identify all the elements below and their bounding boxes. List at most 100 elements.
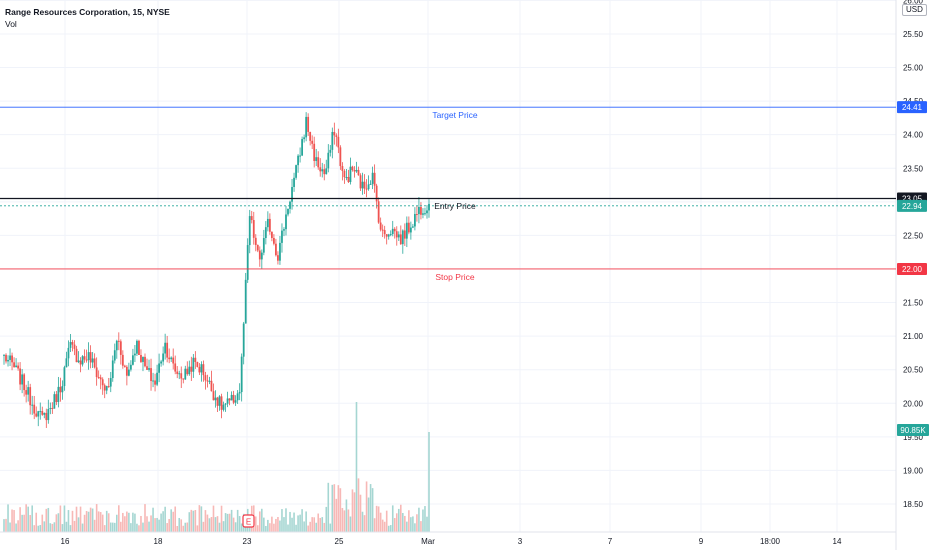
volume-bar <box>383 521 386 532</box>
candle-body <box>158 363 160 373</box>
volume-bar <box>285 508 287 532</box>
candle-body <box>101 379 104 386</box>
candle-body <box>127 369 130 376</box>
volume-bar <box>269 523 271 532</box>
candle-body <box>349 166 352 183</box>
y-tick-label: 20.50 <box>903 366 924 375</box>
x-tick-label: 14 <box>833 537 842 546</box>
volume-bar <box>132 512 134 532</box>
volume-bar <box>307 525 309 532</box>
level-label: Entry Price <box>434 201 476 211</box>
candle-body <box>420 207 422 215</box>
candle-body <box>5 354 7 362</box>
volume-bar <box>232 517 235 532</box>
volume-bar <box>61 524 64 532</box>
volume-bar <box>426 516 428 532</box>
volume-bar <box>192 510 195 532</box>
candle-body <box>403 230 406 239</box>
volume-bar <box>138 525 140 532</box>
candle-body <box>29 387 32 406</box>
volume-bar <box>7 504 9 532</box>
candle-body <box>289 201 291 209</box>
volume-indicator-label[interactable]: Vol <box>5 19 17 29</box>
earnings-icon[interactable]: E <box>246 518 251 527</box>
volume-bar <box>283 517 285 532</box>
volume-bar <box>33 525 36 532</box>
volume-bar <box>410 517 412 532</box>
volume-bar <box>166 523 168 532</box>
candle-body <box>198 366 201 373</box>
candle-body <box>369 183 372 185</box>
candle-body <box>105 386 108 391</box>
volume-bar <box>267 519 269 532</box>
volume-bar <box>63 505 66 532</box>
volume-bar <box>134 513 136 532</box>
candle-body <box>240 356 243 393</box>
volume-bar <box>406 521 408 532</box>
volume-bar <box>124 516 126 532</box>
price-levels: Target Price Entry Price Stop Price <box>0 106 896 282</box>
candle-body <box>150 368 152 382</box>
volume-bar <box>162 511 164 532</box>
volume-bar <box>216 516 219 532</box>
candle-body <box>17 365 19 369</box>
volume-bar <box>295 524 297 532</box>
candle-body <box>393 228 396 232</box>
volume-bar <box>79 506 82 532</box>
volume-bar <box>126 511 128 532</box>
candle-body <box>353 170 356 172</box>
volume-bar <box>343 510 346 532</box>
price-tag-text: 24.41 <box>902 103 923 112</box>
candle-body <box>186 368 189 375</box>
candle-body <box>196 361 199 367</box>
volume-bar <box>337 485 340 532</box>
volume-bar <box>240 523 243 532</box>
volume-bar <box>194 510 197 532</box>
volume-bar <box>17 520 19 532</box>
candle-body <box>214 397 217 401</box>
y-tick-label: 21.00 <box>903 332 924 341</box>
candle-body <box>315 157 318 161</box>
candle-body <box>361 181 364 189</box>
volume-bar <box>35 512 38 532</box>
volume-bar <box>408 510 410 532</box>
volume-bar <box>297 515 299 532</box>
volume-bar <box>311 517 313 532</box>
candle-body <box>391 228 394 235</box>
volume-bar <box>128 512 130 532</box>
candle-body <box>389 234 392 236</box>
volume-bar <box>200 506 203 532</box>
volume-bar <box>27 506 29 532</box>
candle-body <box>85 359 88 361</box>
symbol-title[interactable]: Range Resources Corporation, 15, NYSE <box>5 7 170 17</box>
candle-body <box>291 186 293 202</box>
candle-body <box>117 340 120 342</box>
volume-bar <box>301 509 303 532</box>
candle-body <box>220 396 223 410</box>
volume-bar <box>265 525 267 532</box>
volume-bar <box>363 515 366 532</box>
candle-body <box>91 358 94 363</box>
volume-bar <box>95 504 98 532</box>
candle-body <box>234 400 237 403</box>
candle-body <box>13 362 15 368</box>
currency-label[interactable]: USD <box>902 4 927 16</box>
candle-body <box>190 366 193 372</box>
candle-body <box>77 360 80 363</box>
volume-bar <box>291 517 293 532</box>
volume-bar <box>381 519 384 532</box>
candle-body <box>422 213 424 215</box>
volume-bar <box>371 488 374 532</box>
volume-bar <box>373 518 376 532</box>
candles <box>3 112 430 428</box>
y-tick-label: 20.00 <box>903 399 924 408</box>
volume-bar <box>148 521 150 532</box>
candle-body <box>256 244 259 251</box>
candle-body <box>174 363 177 372</box>
volume-bar <box>391 505 394 532</box>
candle-body <box>113 350 116 361</box>
chart-legend: Range Resources Corporation, 15, NYSE Vo… <box>5 6 170 30</box>
candle-body <box>399 234 402 245</box>
x-tick-label: 16 <box>61 537 70 546</box>
